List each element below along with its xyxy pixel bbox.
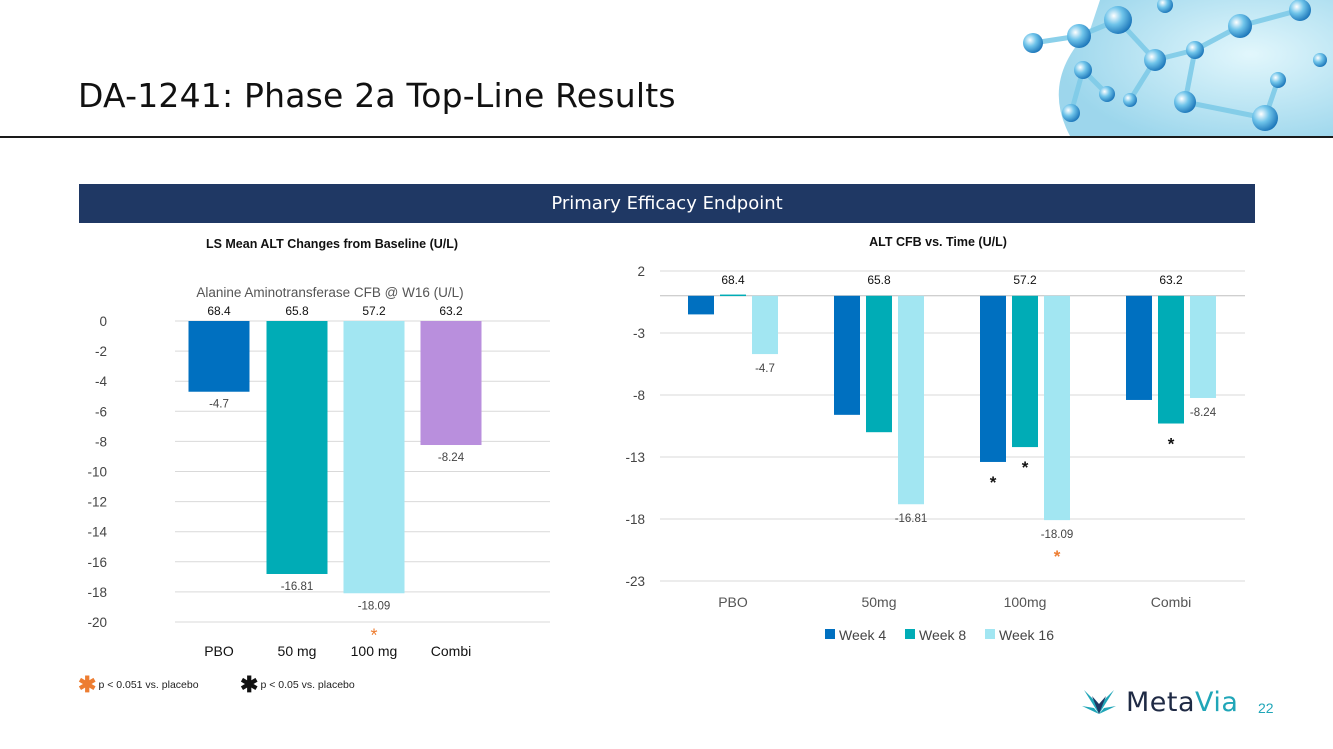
chart1-ytick: -8: [95, 434, 107, 449]
chart2-baseline-label: 63.2: [1159, 273, 1183, 287]
chart1-ytick: -12: [87, 495, 107, 510]
chart1-value-label: -4.7: [209, 399, 229, 411]
chart1-baseline-label: 63.2: [439, 304, 463, 318]
title-divider: [0, 136, 1333, 138]
chart1-ytick: -10: [87, 465, 107, 480]
chart2-ytick: 2: [637, 264, 645, 279]
chart2-ytick: -18: [625, 512, 645, 527]
chart2-bar: [834, 295, 860, 415]
page-number: 22: [1258, 700, 1274, 716]
chart2-significance-asterisk: *: [990, 473, 997, 492]
chart2-bar: [866, 295, 892, 433]
chart2-bar: [980, 295, 1006, 462]
chart1-bar: [420, 321, 482, 446]
chart1-value-label: -16.81: [281, 581, 314, 593]
chart2-significance-asterisk: *: [1022, 458, 1029, 477]
asterisk-black-icon: ✱: [240, 672, 259, 697]
chart1-ytick: 0: [99, 314, 107, 329]
metavia-logo: MetaVia: [1080, 686, 1238, 718]
chart2-bar: [1044, 295, 1070, 521]
legend-label: Week 8: [919, 627, 966, 643]
chart1-baseline-label: 57.2: [362, 304, 386, 318]
chart1-ytick: -18: [87, 585, 107, 600]
footnote-black-text: p < 0.05 vs. placebo: [260, 679, 355, 691]
footnote-orange-text: p < 0.051 vs. placebo: [98, 679, 199, 691]
logo-text-meta: Meta: [1126, 686, 1196, 718]
chart2-category-label: PBO: [718, 594, 748, 610]
chart2-bar: [1158, 295, 1184, 424]
chart2-ytick: -3: [633, 326, 645, 341]
chart1-ytick: -4: [95, 374, 107, 389]
legend-label: Week 4: [839, 627, 886, 643]
chart2-bar: [688, 295, 714, 315]
chart2-value-label: -16.81: [895, 513, 928, 525]
chart2-category-label: 50mg: [861, 594, 896, 610]
legend-swatch: [985, 629, 995, 639]
molecule-decoration: [1023, 0, 1333, 136]
chart1-category-label: 100 mg: [351, 643, 398, 659]
chart2-baseline-label: 65.8: [867, 273, 891, 287]
chart2-ytick: -13: [625, 450, 645, 465]
chart1-bar: [188, 321, 250, 392]
chart2-bar: [1012, 295, 1038, 448]
chart2-value-label: -4.7: [755, 363, 775, 375]
chart2-bar: [752, 295, 778, 355]
chart1-value-label: -18.09: [358, 600, 391, 612]
chart1-bar: [266, 321, 328, 574]
chart1-ytick: -16: [87, 555, 107, 570]
legend-swatch: [905, 629, 915, 639]
chart2-value-label: -8.24: [1190, 407, 1217, 419]
legend-label: Week 16: [999, 627, 1054, 643]
chart1-ytick: -14: [87, 525, 107, 540]
chart1-category-label: 50 mg: [278, 643, 317, 659]
chart2-title: ALT CFB vs. Time (U/L): [869, 235, 1007, 249]
chart2-ytick: -23: [625, 574, 645, 589]
chart2-bar: [1126, 295, 1152, 400]
chart2-significance-asterisk: *: [1168, 435, 1175, 454]
chart2-baseline-label: 57.2: [1013, 273, 1037, 287]
chart1-subtitle: Alanine Aminotransferase CFB @ W16 (U/L): [196, 285, 463, 300]
chart2-ytick: -8: [633, 388, 645, 403]
chart1-title: LS Mean ALT Changes from Baseline (U/L): [206, 237, 458, 251]
slide-title: DA-1241: Phase 2a Top-Line Results: [78, 76, 676, 115]
chart2-bar: [720, 294, 746, 297]
chart1-ytick: -6: [95, 404, 107, 419]
chart1-value-label: -8.24: [438, 452, 465, 464]
chart2-baseline-label: 68.4: [721, 273, 745, 287]
asterisk-orange-icon: ✱: [78, 672, 97, 697]
chart1-significance-asterisk: *: [370, 625, 377, 645]
legend-swatch: [825, 629, 835, 639]
logo-text-via: Via: [1195, 686, 1239, 718]
footnote-black: ✱ p < 0.05 vs. placebo: [240, 672, 355, 697]
chart1-ytick: -20: [87, 615, 107, 630]
chart1-baseline-label: 65.8: [285, 304, 309, 318]
metavia-leaf-icon: [1082, 690, 1116, 714]
chart2-category-label: Combi: [1151, 594, 1191, 610]
chart1-baseline-label: 68.4: [207, 304, 231, 318]
chart1-ytick: -2: [95, 344, 107, 359]
chart2-significance-asterisk: *: [1054, 547, 1061, 566]
chart2-category-label: 100mg: [1004, 594, 1047, 610]
chart1-category-label: PBO: [204, 643, 234, 659]
footnote-orange: ✱ p < 0.051 vs. placebo: [78, 672, 199, 697]
chart1-category-label: Combi: [431, 643, 471, 659]
section-banner: Primary Efficacy Endpoint: [79, 184, 1255, 223]
chart2-bar: [898, 295, 924, 505]
chart1-bar: [343, 321, 405, 594]
chart2-bar: [1190, 295, 1216, 398]
chart2-value-label: -18.09: [1041, 529, 1074, 541]
metavia-wordmark: MetaVia: [1126, 687, 1238, 718]
